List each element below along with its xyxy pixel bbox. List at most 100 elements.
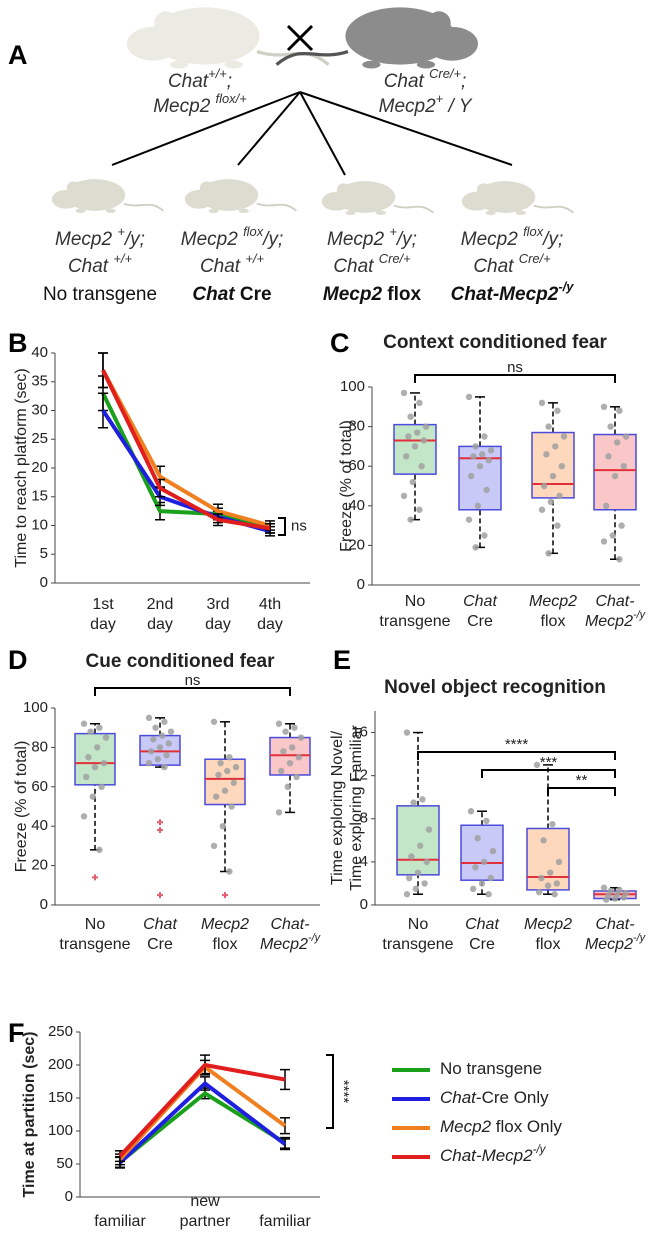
y-tick-label: 0 — [357, 576, 365, 593]
y-axis-label: Time to reach platform (sec) — [13, 368, 30, 567]
text-run: flox — [382, 284, 421, 305]
data-point — [226, 868, 233, 875]
offspring-genotype: Mecp2 flox/y; — [181, 224, 283, 250]
y-tick-label: 30 — [31, 401, 48, 418]
data-point — [145, 714, 153, 722]
box — [458, 445, 502, 511]
data-point — [616, 556, 623, 563]
data-point — [553, 880, 560, 887]
y-tick-label: 12 — [351, 767, 368, 784]
x-tick-label: Chat- — [595, 593, 634, 610]
data-point — [422, 423, 430, 430]
data-point — [622, 433, 630, 440]
data-point — [400, 389, 408, 397]
data-point — [213, 793, 220, 800]
y-axis-label: Time exploring Familiar — [348, 724, 365, 890]
x-tick-label: new — [190, 1193, 220, 1210]
data-point — [465, 393, 473, 401]
y-tick-label: 100 — [23, 699, 48, 716]
mouse-foot — [362, 60, 381, 69]
box — [396, 805, 440, 876]
text-run: Mecp2 — [585, 936, 633, 953]
x-tick-label: Mecp2-/y — [585, 609, 646, 630]
mouse-icon — [51, 179, 164, 213]
mouse-foot — [238, 208, 249, 213]
text-run: Mecp2 — [461, 229, 523, 250]
data-point — [163, 752, 170, 759]
data-point — [547, 869, 554, 876]
data-point — [275, 720, 283, 727]
box — [526, 827, 570, 891]
data-point — [210, 842, 218, 850]
data-point — [215, 771, 222, 779]
y-tick-label: 0 — [40, 896, 48, 913]
data-point — [80, 813, 88, 820]
mouse-icon — [275, 7, 478, 69]
data-point — [547, 498, 554, 506]
mouse-head — [426, 26, 478, 61]
data-point — [232, 763, 240, 771]
data-point — [600, 403, 608, 410]
significance-bracket — [326, 1054, 334, 1129]
panel-label: D — [8, 645, 28, 675]
mouse-foot — [416, 60, 436, 69]
data-point — [479, 451, 486, 458]
x-tick-label: Chat — [143, 916, 177, 933]
cross-symbol — [286, 24, 314, 52]
data-point — [412, 885, 419, 893]
series-line — [118, 1064, 287, 1161]
mouse-tail — [123, 202, 164, 212]
data-point — [152, 724, 159, 731]
data-point — [476, 463, 484, 470]
x-tick-label: transgene — [379, 613, 450, 630]
y-tick-label: 0 — [360, 896, 368, 913]
data-point — [145, 759, 153, 767]
chart-title: Context conditioned fear — [383, 332, 607, 353]
data-point — [416, 506, 423, 513]
y-tick-label: 80 — [31, 738, 48, 755]
y-tick-label: 50 — [56, 1155, 73, 1172]
text-run: Cre/+ — [429, 66, 461, 81]
data-point — [85, 754, 92, 761]
y-tick-label: 5 — [40, 545, 48, 562]
data-point — [167, 728, 175, 735]
data-point — [600, 884, 608, 891]
offspring-name: No transgene — [43, 284, 157, 305]
significance-label: **** — [505, 736, 529, 753]
offspring-name: Chat Cre — [192, 284, 271, 305]
offspring-genotype: Chat Cre/+ — [333, 251, 411, 277]
text-run: /y; — [261, 229, 283, 250]
panel-label: C — [330, 328, 350, 358]
text-run: Chat — [192, 284, 235, 305]
x-tick-label: Cre — [469, 936, 495, 953]
mouse-icon — [184, 179, 297, 213]
data-point — [89, 793, 97, 800]
mouse-foot — [75, 208, 86, 213]
text-run: Chat — [440, 1088, 477, 1107]
y-tick-label: 250 — [48, 1023, 73, 1040]
data-point — [423, 858, 430, 866]
y-axis-label: Time at partition (sec) — [21, 1032, 38, 1198]
data-point — [420, 437, 427, 444]
data-point — [605, 453, 612, 460]
data-point — [607, 423, 614, 430]
legend-label: Mecp2 flox Only — [440, 1117, 562, 1136]
x-tick-label: day — [205, 616, 231, 633]
data-point — [228, 803, 235, 810]
data-point — [474, 834, 481, 842]
data-point — [425, 826, 433, 833]
data-point — [165, 740, 172, 747]
y-tick-label: 15 — [31, 488, 48, 505]
data-point — [545, 550, 552, 557]
data-point — [620, 894, 627, 901]
outlier — [157, 819, 163, 826]
x-tick-label: 4th — [259, 596, 281, 613]
text-run: /y; — [395, 229, 417, 250]
text-run: Mecp2 — [55, 229, 117, 250]
x-tick-label: flox — [541, 613, 566, 630]
text-run: No transgene — [43, 284, 157, 305]
data-point — [405, 433, 412, 440]
mouse-foot — [208, 208, 219, 213]
data-point — [161, 718, 168, 725]
